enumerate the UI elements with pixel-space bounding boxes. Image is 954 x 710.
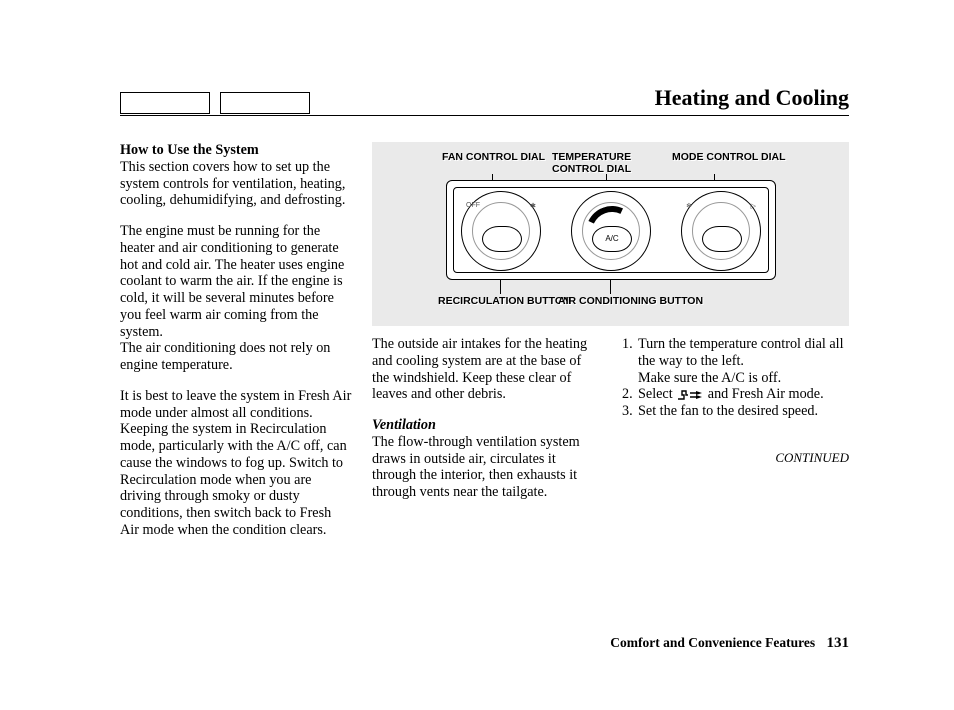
temp-dial: A/C — [571, 191, 651, 271]
vent-mode-icon — [676, 389, 704, 401]
footer-section: Comfort and Convenience Features — [610, 635, 815, 650]
mode-button — [702, 226, 742, 252]
page-footer: Comfort and Convenience Features 131 — [610, 635, 849, 652]
page-title: Heating and Cooling — [655, 85, 849, 111]
left-p2-block: The engine must be running for the heate… — [120, 223, 352, 374]
control-panel: OFF✱ A/C ❄▷ — [446, 180, 776, 280]
label-fan-dial: FAN CONTROL DIAL — [442, 152, 545, 164]
step-num: 3. — [622, 403, 638, 420]
step-num: 2. — [622, 386, 638, 403]
step-num: 1. — [622, 336, 638, 386]
step-2: 2. Select and Fresh Air mode. — [622, 386, 849, 403]
link-box-1[interactable] — [120, 92, 210, 114]
step-1-text: Turn the temperature control dial all th… — [638, 336, 849, 386]
ac-button: A/C — [592, 226, 632, 252]
top-link-boxes — [120, 92, 310, 114]
step-1: 1. Turn the temperature control dial all… — [622, 336, 849, 386]
link-box-2[interactable] — [220, 92, 310, 114]
left-heading: How to Use the System — [120, 142, 259, 158]
step-2-text: Select and Fresh Air mode. — [638, 386, 824, 403]
dial-marks: ❄▷ — [686, 202, 756, 222]
recirc-button — [482, 226, 522, 252]
ventilation-heading: Ventilation — [372, 417, 436, 433]
continued-label: CONTINUED — [622, 450, 849, 465]
fan-dial: OFF✱ — [461, 191, 541, 271]
left-column: How to Use the System This section cover… — [120, 142, 352, 553]
left-p3: It is best to leave the system in Fresh … — [120, 388, 352, 539]
mid-p2: The flow-through ventilation system draw… — [372, 434, 580, 500]
steps-column: 1. Turn the temperature control dial all… — [622, 336, 849, 515]
left-p1: This section covers how to set up the sy… — [120, 159, 345, 209]
main-columns: How to Use the System This section cover… — [120, 142, 849, 553]
mid-p1: The outside air intakes for the heating … — [372, 336, 596, 403]
middle-column: The outside air intakes for the heating … — [372, 336, 596, 515]
left-p2: The engine must be running for the heate… — [120, 223, 344, 340]
control-diagram: FAN CONTROL DIAL TEMPERATURE CONTROL DIA… — [372, 142, 849, 326]
left-p2b: The air conditioning does not rely on en… — [120, 340, 330, 373]
label-recirc-button: RECIRCULATION BUTTON — [438, 296, 571, 308]
footer-page-number: 131 — [827, 635, 850, 651]
label-temp-dial: TEMPERATURE CONTROL DIAL — [552, 152, 652, 175]
lower-columns: The outside air intakes for the heating … — [372, 336, 849, 515]
right-area: FAN CONTROL DIAL TEMPERATURE CONTROL DIA… — [372, 142, 849, 553]
label-ac-button: AIR CONDITIONING BUTTON — [558, 296, 703, 308]
step-3-text: Set the fan to the desired speed. — [638, 403, 818, 420]
ventilation-block: Ventilation The flow-through ventilation… — [372, 417, 596, 501]
step-3: 3. Set the fan to the desired speed. — [622, 403, 849, 420]
mode-dial: ❄▷ — [681, 191, 761, 271]
dial-marks: OFF✱ — [466, 202, 536, 222]
label-mode-dial: MODE CONTROL DIAL — [672, 152, 786, 164]
page: Heating and Cooling How to Use the Syste… — [0, 0, 954, 710]
left-intro: How to Use the System This section cover… — [120, 142, 352, 209]
steps-list: 1. Turn the temperature control dial all… — [622, 336, 849, 420]
